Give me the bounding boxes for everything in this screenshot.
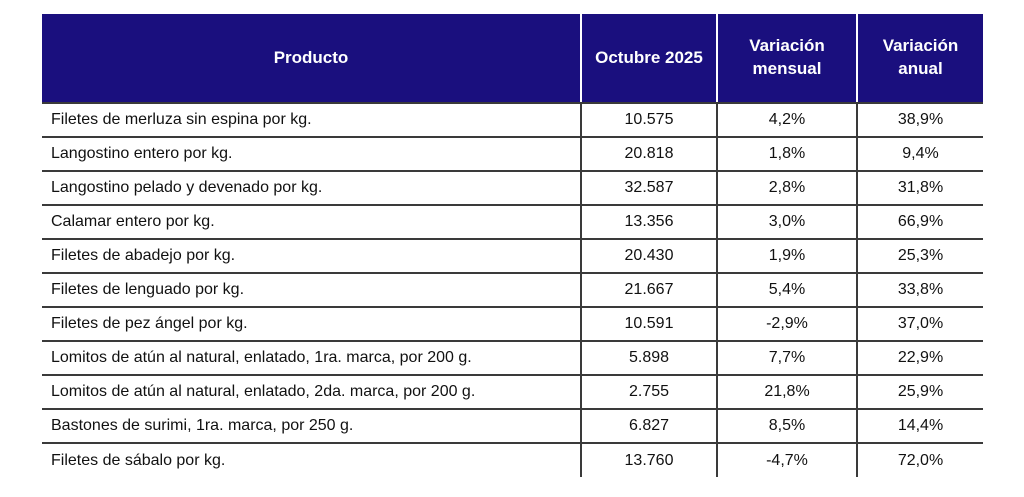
cell-producto: Lomitos de atún al natural, enlatado, 2d… [42, 375, 581, 410]
cell-producto: Filetes de lenguado por kg. [42, 273, 581, 308]
cell-producto: Lomitos de atún al natural, enlatado, 1r… [42, 341, 581, 376]
cell-precio: 5.898 [580, 341, 717, 376]
table-row: Langostino pelado y devenado por kg. 32.… [42, 171, 983, 206]
cell-precio: 20.818 [580, 137, 717, 172]
cell-producto: Filetes de abadejo por kg. [42, 239, 581, 274]
column-header-producto: Producto [42, 14, 581, 104]
cell-producto: Bastones de surimi, 1ra. marca, por 250 … [42, 409, 581, 444]
cell-variacion-mensual: -2,9% [716, 307, 857, 342]
cell-producto: Filetes de merluza sin espina por kg. [42, 103, 581, 138]
table-row: Lomitos de atún al natural, enlatado, 2d… [42, 375, 983, 410]
table-row: Filetes de sábalo por kg. 13.760 -4,7% 7… [42, 443, 983, 477]
table-body: Filetes de merluza sin espina por kg. 10… [42, 103, 983, 477]
column-header-variacion-anual: Variación anual [856, 14, 983, 104]
column-header-variacion-mensual: Variación mensual [716, 14, 857, 104]
table-row: Filetes de pez ángel por kg. 10.591 -2,9… [42, 307, 983, 342]
cell-variacion-mensual: 4,2% [716, 103, 857, 138]
price-table-container: Producto Octubre 2025 Variación mensual … [42, 14, 983, 477]
cell-variacion-anual: 66,9% [856, 205, 983, 240]
table-row: Bastones de surimi, 1ra. marca, por 250 … [42, 409, 983, 444]
cell-precio: 6.827 [580, 409, 717, 444]
table-row: Lomitos de atún al natural, enlatado, 1r… [42, 341, 983, 376]
table-row: Langostino entero por kg. 20.818 1,8% 9,… [42, 137, 983, 172]
cell-variacion-mensual: -4,7% [716, 443, 857, 477]
header-row: Producto Octubre 2025 Variación mensual … [42, 14, 983, 104]
table-row: Calamar entero por kg. 13.356 3,0% 66,9% [42, 205, 983, 240]
column-header-octubre-2025: Octubre 2025 [580, 14, 717, 104]
cell-producto: Filetes de sábalo por kg. [42, 443, 581, 477]
cell-producto: Langostino entero por kg. [42, 137, 581, 172]
cell-variacion-mensual: 21,8% [716, 375, 857, 410]
cell-variacion-mensual: 1,8% [716, 137, 857, 172]
cell-variacion-anual: 25,3% [856, 239, 983, 274]
seafood-price-table: Producto Octubre 2025 Variación mensual … [42, 14, 983, 477]
cell-variacion-mensual: 1,9% [716, 239, 857, 274]
cell-variacion-anual: 25,9% [856, 375, 983, 410]
cell-producto: Filetes de pez ángel por kg. [42, 307, 581, 342]
cell-variacion-mensual: 3,0% [716, 205, 857, 240]
cell-variacion-mensual: 5,4% [716, 273, 857, 308]
cell-variacion-anual: 14,4% [856, 409, 983, 444]
cell-precio: 10.591 [580, 307, 717, 342]
cell-variacion-anual: 31,8% [856, 171, 983, 206]
cell-variacion-anual: 38,9% [856, 103, 983, 138]
table-header: Producto Octubre 2025 Variación mensual … [42, 14, 983, 104]
cell-variacion-anual: 37,0% [856, 307, 983, 342]
cell-variacion-anual: 22,9% [856, 341, 983, 376]
cell-precio: 13.760 [580, 443, 717, 477]
cell-precio: 13.356 [580, 205, 717, 240]
cell-producto: Calamar entero por kg. [42, 205, 581, 240]
cell-variacion-mensual: 8,5% [716, 409, 857, 444]
table-row: Filetes de abadejo por kg. 20.430 1,9% 2… [42, 239, 983, 274]
cell-precio: 32.587 [580, 171, 717, 206]
cell-precio: 2.755 [580, 375, 717, 410]
cell-precio: 10.575 [580, 103, 717, 138]
table-row: Filetes de merluza sin espina por kg. 10… [42, 103, 983, 138]
cell-producto: Langostino pelado y devenado por kg. [42, 171, 581, 206]
cell-variacion-mensual: 7,7% [716, 341, 857, 376]
cell-variacion-anual: 9,4% [856, 137, 983, 172]
cell-precio: 21.667 [580, 273, 717, 308]
cell-precio: 20.430 [580, 239, 717, 274]
cell-variacion-anual: 33,8% [856, 273, 983, 308]
cell-variacion-mensual: 2,8% [716, 171, 857, 206]
cell-variacion-anual: 72,0% [856, 443, 983, 477]
table-row: Filetes de lenguado por kg. 21.667 5,4% … [42, 273, 983, 308]
